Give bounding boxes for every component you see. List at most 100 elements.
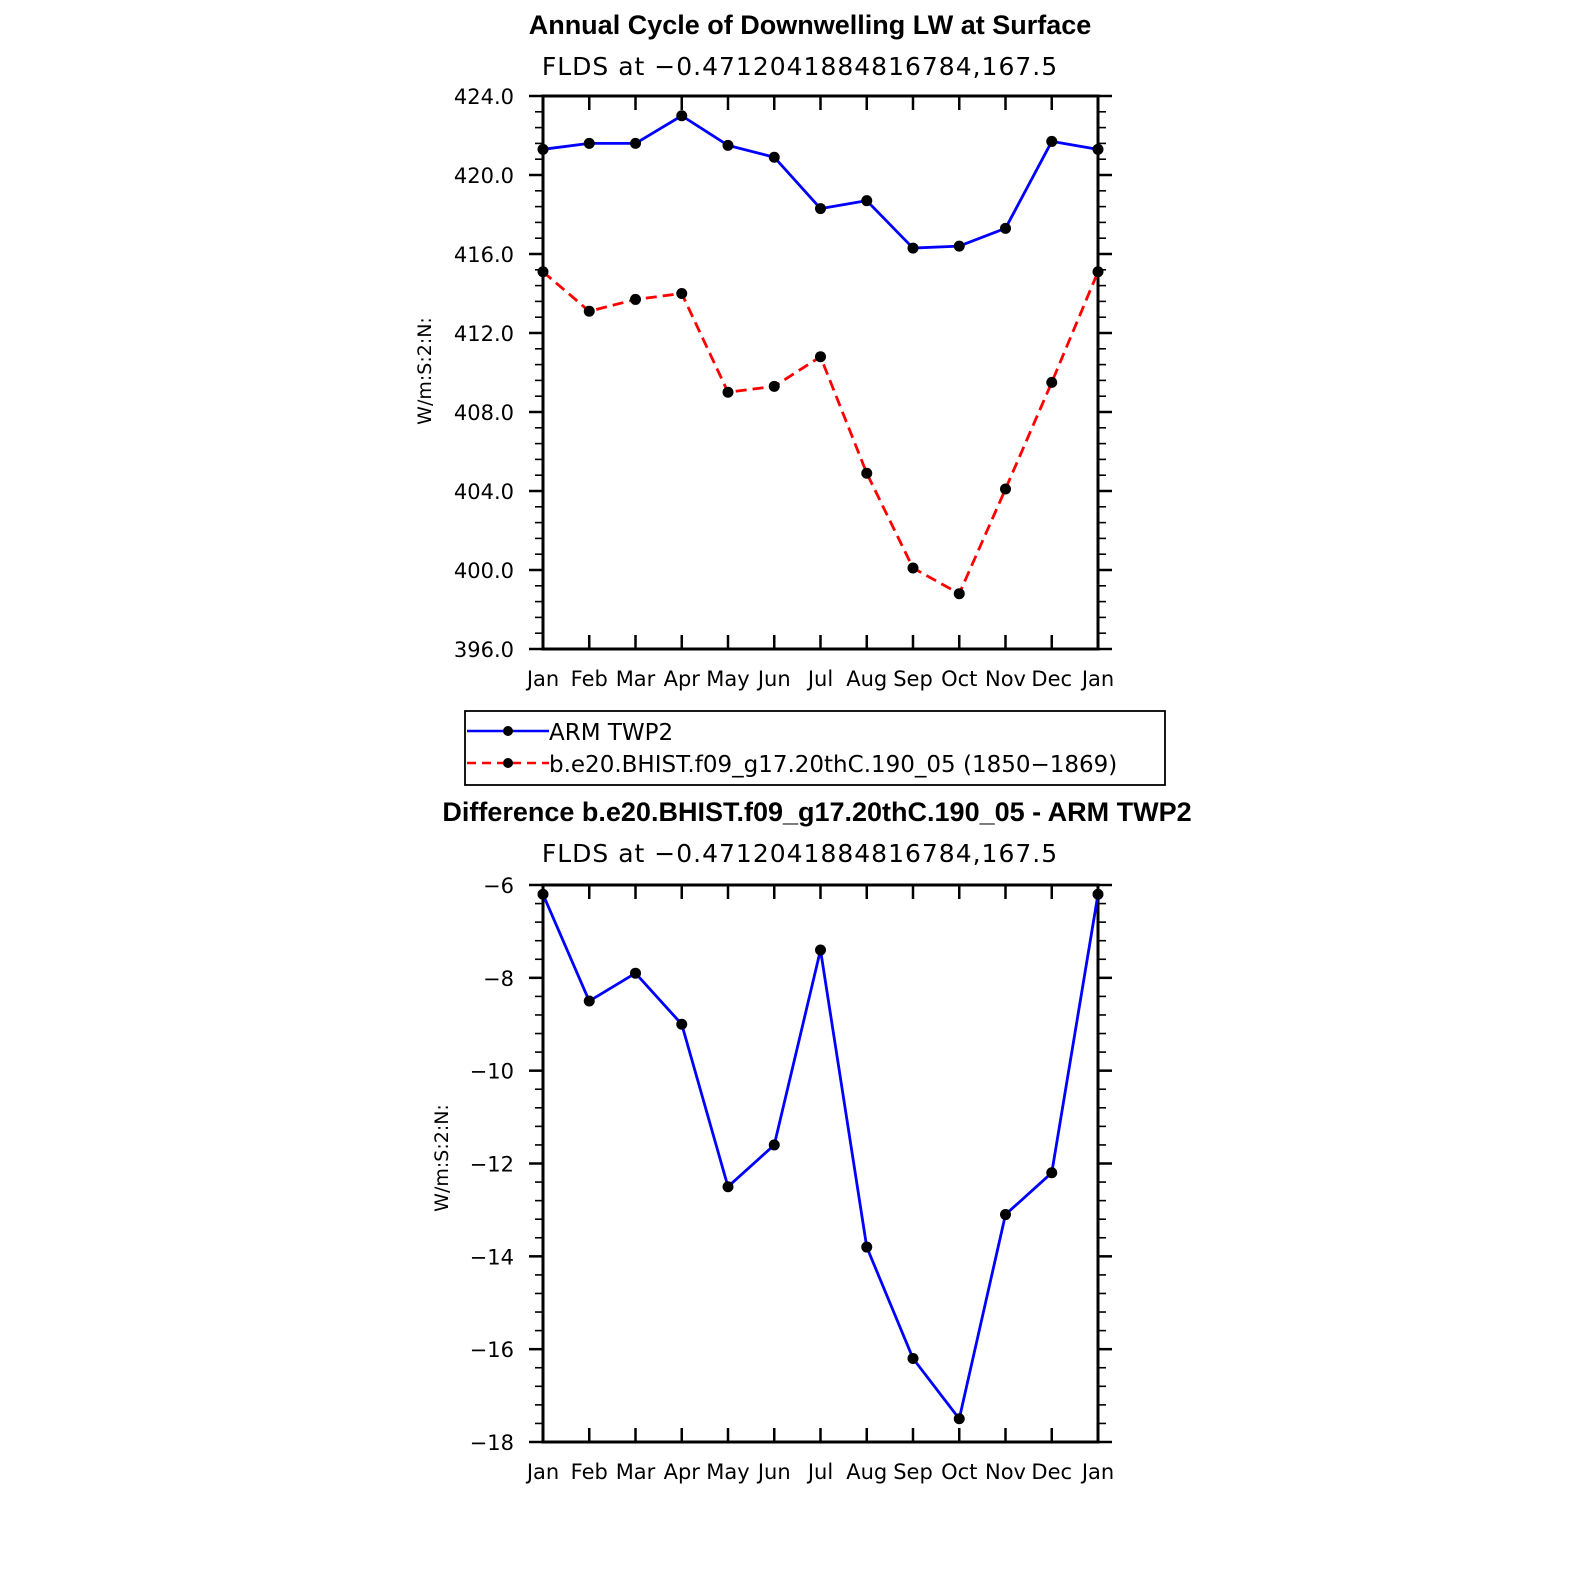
x-tick-label: Aug — [846, 667, 887, 691]
difference-chart: Difference b.e20.BHIST.f09_g17.20thC.190… — [431, 797, 1192, 1484]
data-point — [676, 110, 688, 122]
x-tick-label: Dec — [1031, 1460, 1072, 1484]
y-tick-label: −6 — [483, 874, 514, 898]
data-point — [583, 995, 595, 1007]
x-tick-label: Jul — [806, 1460, 833, 1484]
x-tick-label: Jan — [1080, 1460, 1114, 1484]
x-tick-label: Jun — [756, 667, 791, 691]
x-tick-label: Apr — [664, 1460, 701, 1484]
y-tick-label: −14 — [470, 1245, 514, 1269]
x-tick-label: Oct — [941, 667, 977, 691]
chart-subtitle: FLDS at −0.4712041884816784,167.5 — [542, 52, 1058, 81]
data-point — [537, 888, 549, 900]
y-tick-label: 416.0 — [454, 243, 514, 267]
y-tick-label: −16 — [470, 1338, 514, 1362]
x-tick-label: Feb — [571, 667, 608, 691]
data-point — [815, 351, 826, 363]
data-point — [1092, 143, 1104, 155]
data-point — [1046, 376, 1058, 388]
x-tick-label: Mar — [616, 1460, 656, 1484]
legend: ARM TWP2 b.e20.BHIST.f09_g17.20thC.190_0… — [464, 710, 1166, 786]
plot-area: Jan Feb Mar Apr May Jun Jul Aug Sep Oct Nov Dec Jan−… — [470, 874, 1115, 1484]
chart-subtitle: FLDS at −0.4712041884816784,167.5 — [542, 839, 1058, 868]
y-tick-label: 412.0 — [454, 322, 514, 346]
y-axis-label: W/m:S:2:N: — [431, 1104, 453, 1212]
data-point — [722, 1181, 734, 1193]
y-tick-label: 396.0 — [454, 638, 514, 662]
plot-frame — [541, 883, 1100, 1444]
plot-area: Jan Feb Mar Apr May Jun Jul Aug Sep Oct Nov Dec Jan 3… — [454, 85, 1114, 691]
data-point — [768, 1139, 780, 1151]
x-tick-label: Apr — [664, 667, 701, 691]
y-tick-label: 400.0 — [454, 559, 514, 583]
x-tick-label: Nov — [985, 667, 1026, 691]
legend-marker-arm — [503, 726, 513, 736]
data-point — [907, 242, 919, 254]
legend-marker-model — [503, 758, 513, 768]
legend-label-model: b.e20.BHIST.f09_g17.20thC.190_05 (1850−1… — [549, 752, 1117, 778]
series-line — [542, 114, 1099, 250]
x-tick-label: May — [706, 667, 749, 691]
data-point — [722, 386, 734, 398]
y-axis-label: W/m:S:2:N: — [414, 317, 436, 425]
legend-box — [464, 710, 1166, 786]
x-tick-label: Jun — [756, 1460, 791, 1484]
x-tick-label: Nov — [985, 1460, 1026, 1484]
data-point — [1000, 222, 1011, 234]
data-point — [676, 1018, 688, 1030]
data-point — [953, 240, 965, 252]
y-tick-label: 424.0 — [454, 85, 514, 109]
x-tick-label: Jul — [806, 667, 833, 691]
data-point — [630, 967, 641, 979]
series-line — [541, 893, 1100, 1421]
x-tick-label: Jan — [1080, 667, 1114, 691]
series-line — [542, 270, 1100, 596]
x-tick-label: Aug — [846, 1460, 887, 1484]
data-point — [583, 137, 595, 149]
chart-title: Annual Cycle of Downwelling LW at Surfac… — [529, 10, 1092, 40]
data-point — [630, 137, 641, 149]
data-point — [907, 562, 919, 574]
annual-cycle-chart: Annual Cycle of Downwelling LW at Surfac… — [414, 10, 1114, 691]
data-point — [1000, 1209, 1011, 1221]
y-tick-label: 420.0 — [454, 164, 514, 188]
x-tick-label: Jan — [525, 1460, 559, 1484]
x-tick-label: Mar — [616, 667, 656, 691]
y-tick-label: 404.0 — [454, 480, 514, 504]
x-tick-label: Oct — [941, 1460, 977, 1484]
data-point — [1092, 266, 1104, 278]
y-tick-label: −18 — [470, 1431, 514, 1455]
data-point — [953, 588, 965, 600]
data-point — [815, 944, 826, 956]
data-point — [630, 293, 641, 305]
data-point — [722, 139, 734, 151]
x-tick-label: Dec — [1031, 667, 1072, 691]
y-tick-label: 408.0 — [454, 401, 514, 425]
data-point — [1000, 483, 1011, 495]
data-point — [537, 266, 549, 278]
plot-frame — [541, 94, 1100, 651]
data-point — [1046, 135, 1058, 147]
data-point — [861, 1241, 873, 1253]
x-tick-label: May — [706, 1460, 749, 1484]
x-tick-label: Jan — [525, 667, 559, 691]
y-tick-label: −12 — [470, 1153, 514, 1177]
data-point — [815, 203, 826, 215]
y-tick-label: −8 — [483, 967, 514, 991]
data-point — [537, 143, 549, 155]
y-tick-label: −10 — [470, 1060, 514, 1084]
x-tick-label: Sep — [893, 667, 933, 691]
data-point — [953, 1413, 965, 1425]
legend-label-arm: ARM TWP2 — [549, 720, 673, 746]
data-point — [583, 305, 595, 317]
data-point — [907, 1352, 919, 1364]
data-point — [861, 467, 873, 479]
data-point — [1046, 1167, 1058, 1179]
x-tick-label: Sep — [893, 1460, 933, 1484]
chart-title: Difference b.e20.BHIST.f09_g17.20thC.190… — [442, 797, 1191, 827]
x-tick-label: Feb — [571, 1460, 608, 1484]
data-point — [1092, 888, 1104, 900]
data-point — [768, 151, 780, 163]
data-point — [676, 288, 688, 299]
